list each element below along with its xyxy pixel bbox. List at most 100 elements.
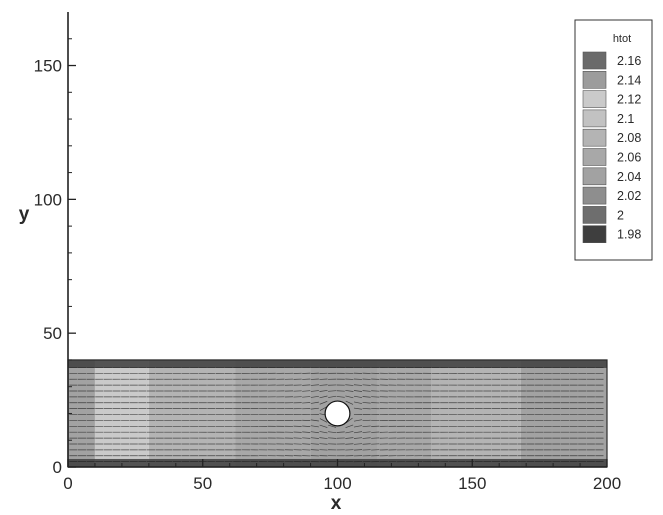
velocity-vector	[353, 384, 363, 386]
velocity-vector	[310, 384, 319, 386]
contour-region	[235, 359, 311, 467]
legend-swatch	[582, 225, 607, 243]
velocity-vector	[353, 390, 363, 392]
velocity-vector	[310, 395, 319, 398]
legend-label: 2.08	[617, 131, 641, 145]
velocity-vector	[353, 425, 363, 428]
velocity-vector	[353, 419, 363, 422]
legend-swatch	[582, 109, 607, 128]
velocity-vector	[336, 396, 345, 398]
legend-swatch	[582, 186, 607, 205]
velocity-vector	[310, 425, 319, 428]
velocity-vector	[345, 395, 354, 399]
velocity-vector	[319, 431, 328, 434]
legend-label: 1.98	[617, 228, 641, 242]
legend-swatch	[582, 167, 607, 186]
x-tick-label: 50	[193, 474, 212, 493]
velocity-vector	[362, 384, 371, 386]
velocity-vector	[345, 390, 354, 392]
velocity-vector	[302, 396, 311, 398]
velocity-vector	[353, 437, 363, 439]
legend-swatch	[582, 148, 607, 166]
velocity-vector	[353, 395, 363, 398]
velocity-vector	[362, 431, 371, 433]
legend-swatch	[582, 206, 607, 224]
velocity-vector	[362, 390, 371, 392]
velocity-vector	[336, 431, 345, 433]
velocity-vector	[328, 390, 337, 392]
velocity-vector	[345, 400, 354, 405]
velocity-vector	[328, 424, 337, 428]
velocity-vector	[302, 402, 311, 404]
velocity-vector	[319, 443, 328, 445]
contour-region	[148, 359, 236, 467]
velocity-vector	[302, 384, 311, 386]
velocity-vector	[345, 431, 354, 434]
velocity-vector	[353, 407, 363, 410]
velocity-vector	[362, 425, 371, 428]
velocity-vector	[302, 425, 311, 427]
legend-label: 2.02	[617, 189, 641, 203]
velocity-vectors	[69, 366, 604, 463]
velocity-vector	[328, 431, 337, 434]
velocity-vector	[302, 437, 311, 439]
contour-region	[377, 359, 432, 467]
contour-region	[68, 359, 95, 467]
x-tick-label: 150	[458, 474, 486, 493]
legend-swatch	[582, 128, 607, 147]
velocity-vector	[362, 402, 371, 404]
legend-label: 2.04	[617, 170, 641, 184]
legend-swatch	[582, 71, 607, 89]
wall-band	[68, 359, 607, 368]
legend-label: 2.14	[617, 73, 641, 87]
contour-region	[431, 359, 521, 467]
legend-title: htot	[613, 33, 631, 45]
velocity-vector	[353, 431, 363, 434]
velocity-vector	[319, 424, 328, 428]
x-tick-label: 200	[593, 474, 621, 493]
y-axis-title: y	[19, 204, 30, 225]
legend-label: 2.06	[617, 151, 641, 165]
velocity-vector	[362, 437, 371, 439]
velocity-vector	[345, 443, 354, 445]
velocity-vector	[310, 437, 319, 439]
velocity-vector	[319, 384, 328, 386]
y-tick-label: 100	[34, 190, 62, 209]
ticks: 0 50 100 150 200 0 50 100 150	[34, 38, 621, 493]
velocity-vector	[302, 431, 311, 433]
cylinder-obstacle	[324, 400, 351, 427]
velocity-vector	[353, 401, 363, 404]
x-axis-title: x	[331, 493, 342, 514]
velocity-vector	[319, 400, 328, 405]
velocity-vector	[362, 419, 371, 422]
legend-items: 2.16 2.14 2.12 2.1 2.08 2.06 2.04 2.02 2 1.98	[582, 51, 641, 243]
velocity-vector	[310, 401, 319, 404]
velocity-vector	[302, 390, 311, 392]
velocity-vector	[362, 443, 371, 445]
velocity-vector	[319, 390, 328, 392]
legend-label: 2	[617, 208, 624, 222]
velocity-vector	[345, 437, 354, 439]
y-tick-label: 0	[53, 458, 62, 477]
velocity-vector	[328, 395, 337, 398]
velocity-vector	[310, 419, 319, 422]
legend-swatch	[582, 90, 607, 108]
velocity-vector	[319, 418, 328, 423]
velocity-vector	[319, 395, 328, 399]
legend-label: 2.1	[617, 112, 634, 126]
velocity-vector	[345, 424, 354, 429]
velocity-vector	[310, 390, 319, 392]
velocity-vector	[328, 437, 337, 439]
velocity-vector	[362, 396, 371, 398]
legend-swatch	[582, 51, 607, 70]
y-tick-label: 150	[34, 57, 62, 76]
velocity-vector	[319, 437, 328, 439]
legend-label: 2.16	[617, 54, 641, 68]
x-tick-label: 100	[323, 474, 351, 493]
velocity-vector	[310, 407, 319, 410]
legend: htot 2.16 2.14 2.12 2.1 2.08 2.06 2.04 2.02 2 1.9…	[574, 19, 653, 261]
contour-region	[520, 359, 607, 467]
velocity-vector	[345, 384, 354, 386]
velocity-vector	[310, 431, 319, 434]
